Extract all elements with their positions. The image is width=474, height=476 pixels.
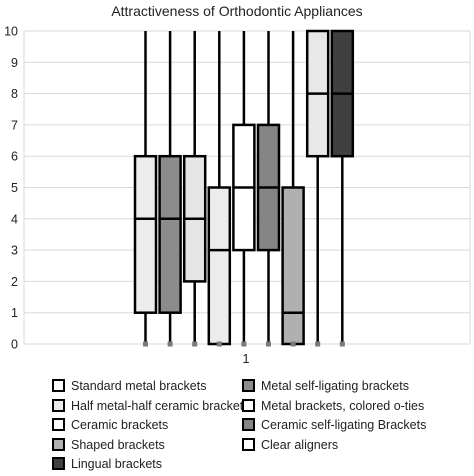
legend-swatch (52, 418, 65, 431)
y-tick-label: 7 (11, 118, 18, 132)
box-iqr (281, 186, 305, 346)
legend-item: Ceramic brackets (52, 417, 168, 433)
min-marker (315, 341, 321, 347)
y-tick-label: 9 (11, 56, 18, 70)
box-lingual-brackets (330, 29, 355, 347)
box-series (133, 29, 355, 347)
x-axis-tick-labels: 1 (243, 352, 250, 366)
box-shaped-brackets (281, 31, 305, 347)
legend-swatch (52, 379, 65, 392)
legend-label: Shaped brackets (71, 437, 165, 452)
legend-label: Ceramic self-ligating Brackets (261, 418, 427, 432)
legend-label: Metal self-ligating brackets (261, 379, 409, 393)
min-marker (290, 341, 296, 347)
x-tick-label: 1 (243, 352, 250, 366)
legend-item: Metal self-ligating brackets (242, 378, 409, 394)
min-marker (216, 341, 222, 347)
min-marker (266, 341, 271, 347)
legend-item: Standard metal brackets (52, 378, 207, 394)
legend-label: Clear aligners (261, 437, 339, 452)
box-standard-metal-brackets (133, 31, 158, 347)
min-marker (143, 341, 148, 347)
box-metal-self-ligating-brackets (158, 31, 182, 347)
y-tick-label: 3 (11, 244, 18, 258)
legend-item: Shaped brackets (52, 437, 165, 453)
box-iqr (133, 154, 158, 314)
legend-label: Half metal-half ceramic brackets (71, 398, 250, 413)
legend-swatch (242, 418, 255, 431)
legend-item: Ceramic self-ligating Brackets (242, 417, 426, 433)
box-ceramic-self-ligating-brackets (256, 31, 281, 347)
y-axis-tick-labels: 0 1 2 3 4 5 6 7 8 9 10 (4, 25, 18, 352)
legend-swatch (242, 437, 255, 451)
box-ceramic-brackets (232, 31, 256, 347)
legend-swatch (242, 398, 255, 412)
legend-swatch (52, 437, 65, 451)
min-marker (339, 341, 345, 347)
box-metal-brackets-colored-o-ties (207, 31, 232, 347)
y-tick-label: 10 (4, 25, 18, 39)
box-half-metal-half-ceramic-brackets (182, 31, 207, 347)
min-marker (192, 341, 198, 347)
min-marker (241, 341, 247, 347)
legend-label: Lingual brackets (71, 457, 163, 471)
legend-swatch (52, 457, 65, 470)
y-tick-label: 8 (11, 87, 18, 101)
legend-label: Ceramic brackets (71, 418, 169, 432)
legend: Standard metal brackets Metal self-ligati… (52, 378, 472, 476)
box-iqr (158, 154, 182, 314)
box-clear-aligners (305, 29, 330, 347)
chart-title: Attractiveness of Orthodontic Appliances (111, 3, 362, 19)
y-tick-label: 2 (11, 275, 18, 289)
y-tick-label: 5 (11, 181, 18, 195)
legend-swatch (242, 379, 255, 392)
y-tick-label: 4 (11, 212, 18, 226)
legend-label: Metal brackets, colored o-ties (261, 398, 425, 413)
legend-item: Lingual brackets (52, 456, 162, 472)
min-marker (167, 341, 173, 347)
y-tick-label: 1 (11, 306, 18, 320)
legend-swatch (52, 398, 65, 412)
legend-item: Clear aligners (242, 437, 338, 453)
legend-item: Half metal-half ceramic brackets (52, 398, 250, 414)
legend-item: Metal brackets, colored o-ties (242, 398, 424, 414)
y-tick-label: 6 (11, 150, 18, 164)
legend-label: Standard metal brackets (71, 379, 207, 393)
y-tick-label: 0 (11, 338, 18, 352)
box-iqr (207, 186, 232, 346)
